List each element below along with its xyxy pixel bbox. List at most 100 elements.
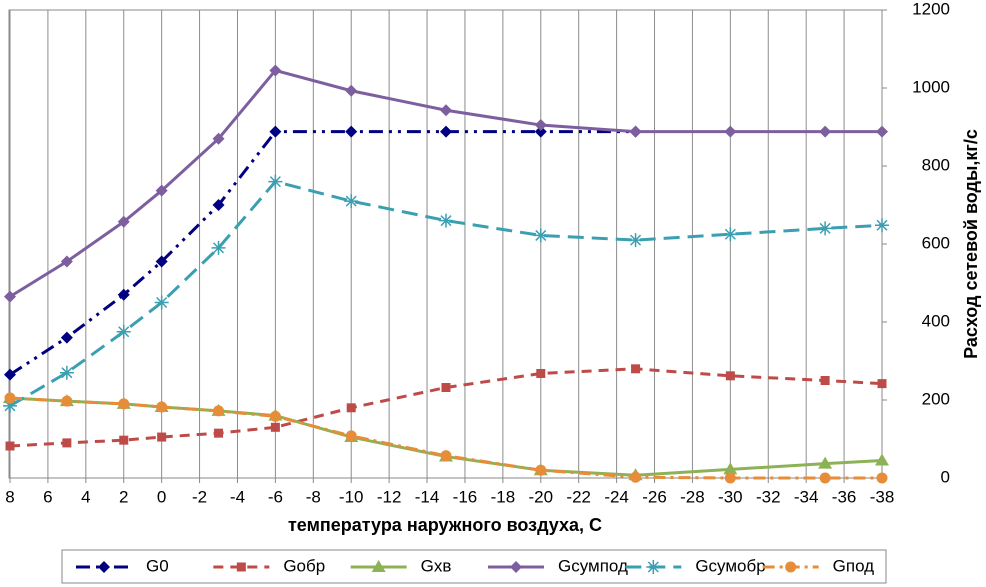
x-tick-label: -8 xyxy=(306,487,321,506)
series-line xyxy=(9,396,883,477)
marker xyxy=(819,472,831,484)
marker xyxy=(155,255,168,268)
x-tick-label: 8 xyxy=(5,487,14,506)
x-tick-label: -14 xyxy=(415,487,440,506)
legend-label: Gпод xyxy=(833,556,875,575)
x-tick-label: 2 xyxy=(119,487,128,506)
x-tick-label: 0 xyxy=(157,487,166,506)
y-tick-label: 200 xyxy=(922,389,950,408)
x-tick-label: -32 xyxy=(756,487,781,506)
x-tick-label: -10 xyxy=(339,487,364,506)
marker xyxy=(345,125,358,138)
marker xyxy=(59,365,74,380)
marker xyxy=(117,215,130,228)
marker xyxy=(440,104,452,117)
marker xyxy=(269,125,282,138)
marker xyxy=(723,227,738,242)
marker xyxy=(534,125,547,138)
marker xyxy=(819,125,832,138)
x-tick-label: -12 xyxy=(377,487,402,506)
x-axis-title: температура наружного воздуха, С xyxy=(288,515,602,535)
marker xyxy=(725,371,735,381)
marker xyxy=(785,561,797,573)
x-tick-label: -6 xyxy=(268,487,283,506)
marker xyxy=(875,453,889,466)
legend-label: Gсумпод xyxy=(558,556,628,575)
x-tick-label: -28 xyxy=(680,487,705,506)
marker xyxy=(631,364,641,374)
marker xyxy=(536,368,546,378)
x-tick-label: -26 xyxy=(642,487,667,506)
marker xyxy=(3,398,17,413)
marker xyxy=(646,560,661,574)
marker xyxy=(628,233,643,248)
marker xyxy=(61,395,73,407)
x-tick-label: -38 xyxy=(870,487,895,506)
marker xyxy=(236,562,246,572)
legend-label: Gобр xyxy=(283,556,325,575)
legend xyxy=(61,549,887,584)
marker xyxy=(4,392,16,404)
x-tick-label: -16 xyxy=(453,487,478,506)
marker xyxy=(60,255,73,268)
series-line xyxy=(9,130,636,376)
marker xyxy=(344,194,359,209)
y-tick-label: 800 xyxy=(922,155,950,174)
legend-label: Gхв xyxy=(421,556,452,575)
series-line xyxy=(9,396,882,480)
x-tick-label: -30 xyxy=(718,487,743,506)
marker xyxy=(371,560,386,572)
marker xyxy=(156,401,168,413)
y-tick-label: 0 xyxy=(941,467,950,486)
marker xyxy=(62,438,72,448)
legend-label: G0 xyxy=(146,556,169,575)
plot-area xyxy=(8,9,883,479)
marker xyxy=(345,84,358,97)
x-tick-label: 4 xyxy=(81,487,90,506)
marker xyxy=(214,428,224,438)
x-tick-label: 6 xyxy=(43,487,52,506)
marker xyxy=(440,450,452,462)
x-tick-label: -18 xyxy=(491,487,516,506)
marker xyxy=(269,410,281,422)
x-tick-label: -2 xyxy=(192,487,207,506)
x-tick-label: -20 xyxy=(528,487,553,506)
marker xyxy=(441,383,451,393)
marker xyxy=(212,132,225,145)
marker xyxy=(629,125,642,138)
marker xyxy=(535,464,547,476)
marker xyxy=(877,379,887,389)
y-tick-label: 600 xyxy=(922,233,950,252)
x-tick-label: -36 xyxy=(832,487,857,506)
marker xyxy=(211,240,226,255)
marker xyxy=(439,213,453,228)
marker xyxy=(157,432,167,442)
marker xyxy=(818,221,833,236)
marker xyxy=(98,561,110,573)
series-line xyxy=(9,367,883,448)
marker xyxy=(269,64,282,77)
marker xyxy=(5,441,15,451)
marker xyxy=(346,403,356,413)
marker xyxy=(724,472,736,484)
marker xyxy=(440,125,452,138)
x-tick-label: -24 xyxy=(604,487,629,506)
marker xyxy=(630,471,642,483)
legend-label: Gсумобр xyxy=(695,556,765,575)
marker xyxy=(60,331,73,344)
marker xyxy=(875,218,889,233)
marker xyxy=(510,561,522,573)
marker xyxy=(820,376,830,385)
marker xyxy=(723,462,738,475)
marker xyxy=(876,472,888,484)
y-axis-title: Расход сетевой воды,кг/с xyxy=(961,129,981,359)
x-tick-label: -22 xyxy=(566,487,591,506)
marker xyxy=(117,288,130,301)
marker xyxy=(534,119,547,132)
marker xyxy=(212,199,225,211)
marker xyxy=(154,295,169,310)
marker xyxy=(213,405,225,417)
marker xyxy=(119,435,129,445)
y-tick-label: 1000 xyxy=(912,77,950,96)
